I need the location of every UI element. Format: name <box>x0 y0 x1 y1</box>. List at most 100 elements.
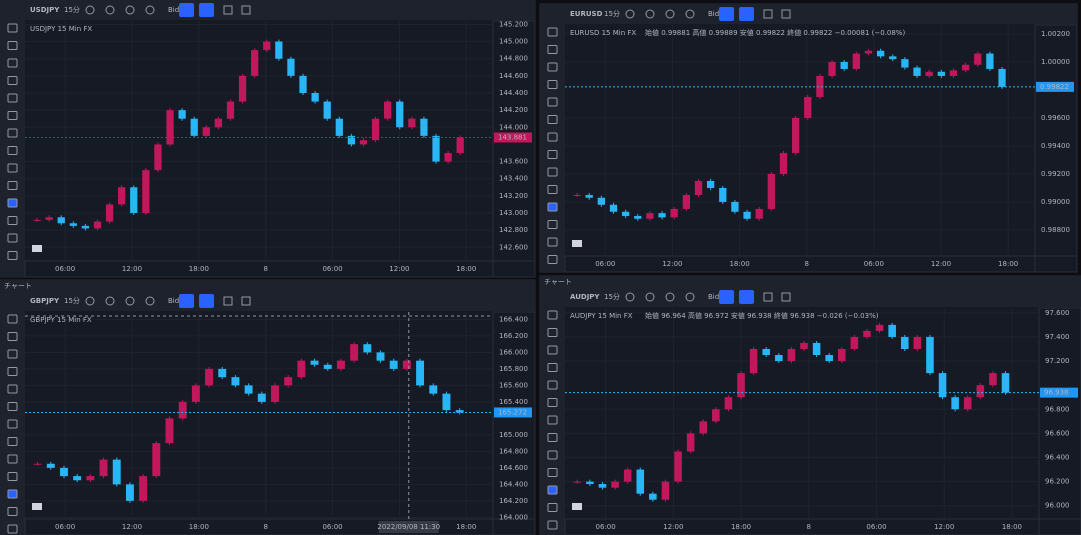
drawing-tool[interactable] <box>547 132 558 142</box>
toolbar-icon[interactable] <box>685 9 695 19</box>
drawing-tool[interactable] <box>547 255 558 264</box>
candle <box>420 118 428 136</box>
toolbar-icon[interactable] <box>685 292 695 302</box>
drawing-tool[interactable] <box>7 524 18 534</box>
symbol-button[interactable]: EURUSD <box>570 10 603 18</box>
symbol-button[interactable]: GBPJPY <box>30 297 60 305</box>
drawing-tool[interactable] <box>7 93 18 103</box>
toolbar-icon[interactable] <box>665 9 675 19</box>
drawing-tool[interactable] <box>547 345 558 355</box>
toolbar-toggle[interactable] <box>179 294 194 308</box>
drawing-tool[interactable] <box>547 97 558 107</box>
drawing-tool[interactable] <box>7 367 18 376</box>
drawing-tool[interactable] <box>7 419 18 429</box>
toolbar-toggle[interactable] <box>719 7 734 21</box>
drawing-tool[interactable] <box>7 41 18 50</box>
drawing-tool[interactable] <box>547 450 558 460</box>
drawing-tool[interactable] <box>7 216 18 225</box>
side-button[interactable]: Bid <box>708 293 719 301</box>
drawing-tool[interactable] <box>7 349 18 359</box>
drawing-tool[interactable] <box>547 380 558 390</box>
toolbar-icon[interactable] <box>125 5 135 15</box>
drawing-tool[interactable] <box>7 489 18 499</box>
drawing-tool[interactable] <box>7 233 18 243</box>
toolbar-icon[interactable] <box>665 292 675 302</box>
drawing-tool[interactable] <box>7 58 18 68</box>
toolbar-icon[interactable] <box>763 292 773 302</box>
drawing-tool[interactable] <box>547 310 558 320</box>
drawing-tool[interactable] <box>547 363 558 372</box>
interval-button[interactable]: 15分 <box>64 5 80 14</box>
side-button[interactable]: Bid <box>168 297 179 305</box>
drawing-tool[interactable] <box>547 485 558 495</box>
toolbar-icon[interactable] <box>223 5 233 15</box>
drawing-tool[interactable] <box>547 80 558 89</box>
toolbar-icon[interactable] <box>145 5 155 15</box>
drawing-tool[interactable] <box>547 398 558 407</box>
drawing-tool[interactable] <box>7 251 18 260</box>
drawing-tool[interactable] <box>547 167 558 177</box>
toolbar-icon[interactable] <box>625 292 635 302</box>
toolbar-icon[interactable] <box>645 9 655 19</box>
drawing-tool[interactable] <box>7 472 18 481</box>
toolbar-toggle[interactable] <box>199 3 214 17</box>
drawing-tool[interactable] <box>7 198 18 208</box>
side-button[interactable]: Bid <box>168 6 179 14</box>
drawing-tool[interactable] <box>547 62 558 72</box>
toolbar-toggle[interactable] <box>199 294 214 308</box>
toolbar-icon[interactable] <box>85 5 95 15</box>
symbol-button[interactable]: AUDJPY <box>570 293 600 301</box>
drawing-tool[interactable] <box>7 163 18 173</box>
drawing-tool[interactable] <box>547 520 558 530</box>
toolbar-toggle[interactable] <box>719 290 734 304</box>
drawing-tool[interactable] <box>547 433 558 442</box>
drawing-tool[interactable] <box>7 128 18 138</box>
drawing-tool[interactable] <box>547 150 558 159</box>
toolbar-icon[interactable] <box>105 5 115 15</box>
drawing-tool[interactable] <box>7 332 18 341</box>
drawing-tool[interactable] <box>7 76 18 85</box>
drawing-tool[interactable] <box>547 45 558 54</box>
drawing-tool[interactable] <box>547 27 558 37</box>
drawing-tool[interactable] <box>7 314 18 324</box>
drawing-tool[interactable] <box>7 146 18 155</box>
toolbar-icon[interactable] <box>645 292 655 302</box>
drawing-tool[interactable] <box>7 507 18 516</box>
interval-button[interactable]: 15分 <box>64 296 80 305</box>
interval-button[interactable]: 15分 <box>604 9 620 18</box>
drawing-tool[interactable] <box>547 202 558 212</box>
toolbar-toggle[interactable] <box>739 290 754 304</box>
interval-button[interactable]: 15分 <box>604 292 620 301</box>
toolbar-toggle[interactable] <box>179 3 194 17</box>
toolbar-icon[interactable] <box>763 9 773 19</box>
drawing-tool[interactable] <box>7 181 18 190</box>
drawing-tool[interactable] <box>547 220 558 229</box>
drawing-tool[interactable] <box>547 115 558 124</box>
drawing-tool[interactable] <box>547 503 558 512</box>
toolbar-toggle[interactable] <box>739 7 754 21</box>
drawing-tool[interactable] <box>7 437 18 446</box>
toolbar-icon[interactable] <box>241 296 251 306</box>
drawing-tool[interactable] <box>7 111 18 120</box>
toolbar-icon[interactable] <box>85 296 95 306</box>
drawing-tool[interactable] <box>547 185 558 194</box>
drawing-tool[interactable] <box>547 468 558 477</box>
toolbar-icon[interactable] <box>241 5 251 15</box>
toolbar-icon[interactable] <box>145 296 155 306</box>
toolbar-icon[interactable] <box>125 296 135 306</box>
toolbar-icon[interactable] <box>781 9 791 19</box>
drawing-tool[interactable] <box>7 454 18 464</box>
drawing-tool[interactable] <box>7 23 18 33</box>
drawing-tool[interactable] <box>547 328 558 337</box>
toolbar-icon[interactable] <box>781 292 791 302</box>
drawing-tool[interactable] <box>7 384 18 394</box>
drawing-tool[interactable] <box>7 402 18 411</box>
symbol-button[interactable]: USDJPY <box>30 6 60 14</box>
toolbar-icon[interactable] <box>223 296 233 306</box>
toolbar-icon[interactable] <box>625 9 635 19</box>
toolbar-icon[interactable] <box>105 296 115 306</box>
drawing-tool[interactable] <box>547 415 558 425</box>
side-button[interactable]: Bid <box>708 10 719 18</box>
drawing-tool[interactable] <box>547 237 558 247</box>
